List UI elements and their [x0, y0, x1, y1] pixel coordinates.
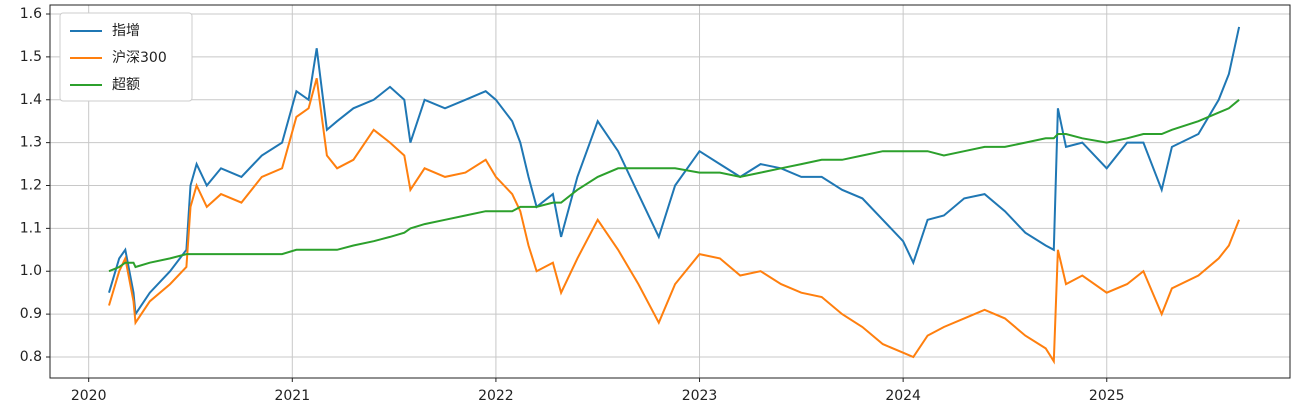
- y-tick-label: 1.4: [20, 92, 42, 108]
- y-tick-label: 1.5: [20, 49, 42, 65]
- y-tick-label: 0.9: [20, 306, 42, 322]
- line-series: [108, 99, 1240, 273]
- x-tick-label: 2024: [885, 388, 921, 404]
- x-tick-label: 2022: [478, 388, 514, 404]
- legend-label: 超额: [112, 77, 140, 93]
- x-tick-label: 2023: [682, 388, 718, 404]
- legend-label: 沪深300: [112, 50, 167, 66]
- line-series: [108, 26, 1241, 317]
- x-tick-label: 2020: [71, 388, 107, 404]
- line-series: [108, 78, 1241, 365]
- plot-frame: [49, 4, 1291, 379]
- x-tick-label: 2025: [1089, 388, 1125, 404]
- legend-box: [59, 12, 193, 102]
- x-tick-label: 2021: [274, 388, 310, 404]
- y-tick-label: 1.3: [20, 135, 42, 151]
- y-tick-label: 1.6: [20, 6, 42, 22]
- y-tick-label: 0.8: [20, 349, 42, 365]
- y-tick-label: 1.1: [20, 220, 42, 236]
- y-tick-label: 1.2: [20, 177, 42, 193]
- legend-label: 指增: [112, 23, 140, 39]
- y-tick-label: 1.0: [20, 263, 42, 279]
